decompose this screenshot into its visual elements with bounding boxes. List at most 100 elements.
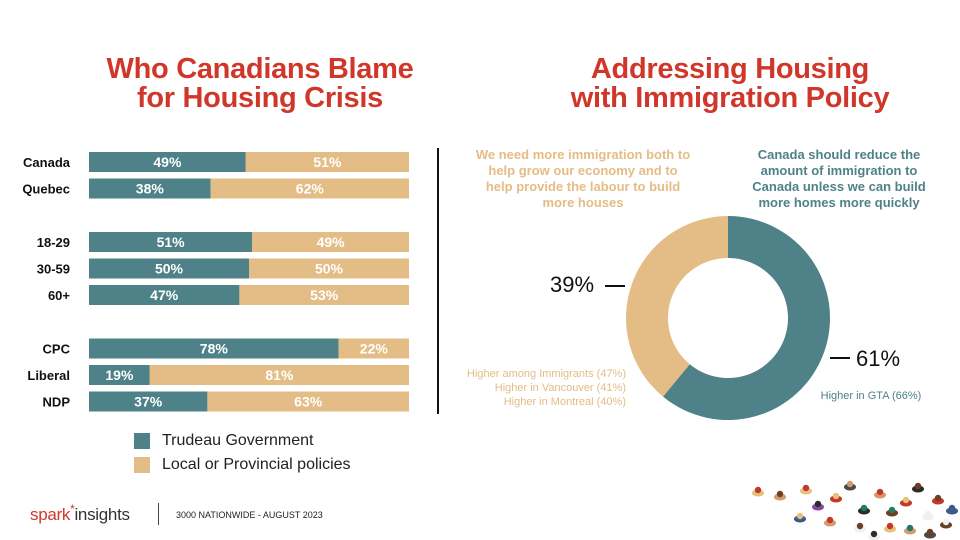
bar-value-canada-local: 51% bbox=[313, 154, 342, 170]
bar-30-59-trudeau bbox=[89, 258, 249, 279]
bar-liberal-local bbox=[149, 365, 410, 385]
note-vancouver: Higher in Vancouver (41%) bbox=[494, 382, 626, 394]
person-head-icon bbox=[860, 504, 868, 512]
spark-insights-logo: spark*insights bbox=[30, 502, 130, 525]
statement-right-line-3: Canada unless we can build bbox=[752, 179, 926, 194]
bar-label-18-29: 18-29 bbox=[37, 235, 70, 250]
immigration-donut-chart bbox=[626, 216, 830, 420]
person-head-icon bbox=[856, 522, 864, 530]
bar-value-30-59-local: 50% bbox=[315, 261, 344, 277]
notes-reduce-immigration: Higher in GTA (66%) bbox=[796, 389, 946, 403]
bar-value-60-local: 53% bbox=[310, 287, 339, 303]
person-head-icon bbox=[826, 516, 834, 524]
notes-more-immigration: Higher among Immigrants (47%) Higher in … bbox=[430, 367, 626, 409]
right-title-line-1: Addressing Housing bbox=[590, 53, 870, 85]
statement-left-line-3: help provide the labour to build bbox=[485, 179, 681, 194]
person-head-icon bbox=[934, 494, 942, 502]
person-head-icon bbox=[796, 512, 804, 520]
left-chart-title: Who Canadians Blame for Housing Crisis bbox=[40, 55, 480, 113]
legend-item-local: Local or Provincial policies bbox=[134, 455, 351, 475]
legend-label-local: Local or Provincial policies bbox=[162, 456, 351, 473]
statement-right-line-4: more homes more quickly bbox=[758, 195, 920, 210]
donut-leader-left bbox=[605, 285, 625, 287]
bar-cpc-trudeau bbox=[89, 338, 339, 359]
bar-60-trudeau bbox=[89, 285, 240, 305]
person-head-icon bbox=[802, 484, 810, 492]
bar-value-ndp-local: 63% bbox=[294, 394, 323, 410]
logo-star-icon: * bbox=[70, 502, 75, 516]
bar-value-liberal-trudeau: 19% bbox=[105, 367, 134, 383]
bar-label-ndp: NDP bbox=[43, 395, 71, 410]
person-head-icon bbox=[948, 504, 956, 512]
stacked-bar-chart: Canada 49% 51% Quebec 38% 62% 18-29 51% 49% 30-59… bbox=[22, 152, 410, 412]
bar-value-60-trudeau: 47% bbox=[150, 287, 179, 303]
statement-left-line-1: We need more immigration both to bbox=[475, 147, 691, 162]
statement-reduce-immigration: Canada should reduce the amount of immig… bbox=[736, 147, 942, 211]
donut-slice-61 bbox=[662, 216, 830, 420]
bar-quebec-local bbox=[210, 178, 409, 199]
legend-label-trudeau: Trudeau Government bbox=[162, 432, 314, 449]
person-head-icon bbox=[876, 488, 884, 496]
person-head-icon bbox=[906, 524, 914, 532]
legend-swatch-teal bbox=[134, 433, 150, 449]
bar-value-cpc-local: 22% bbox=[360, 341, 389, 357]
bar-value-ndp-trudeau: 37% bbox=[134, 394, 163, 410]
person-head-icon bbox=[814, 500, 822, 508]
donut-leader-right bbox=[830, 357, 850, 359]
person-head-icon bbox=[902, 496, 910, 504]
person-head-icon bbox=[914, 482, 922, 490]
footer-separator bbox=[158, 503, 159, 525]
bar-60-local bbox=[239, 285, 409, 305]
person-head-icon bbox=[832, 492, 840, 500]
bar-label-30-59: 30-59 bbox=[37, 262, 70, 277]
donut-label-39: 39% bbox=[550, 272, 595, 297]
legend-swatch-sand bbox=[134, 457, 150, 473]
person-head-icon bbox=[754, 486, 762, 494]
crowd-illustration bbox=[752, 480, 958, 540]
panel-divider bbox=[437, 148, 439, 414]
person-head-icon bbox=[886, 522, 894, 530]
right-title-line-2: with Immigration Policy bbox=[570, 82, 890, 114]
statement-right-line-1: Canada should reduce the bbox=[757, 147, 921, 162]
statement-left-line-2: help grow our economy and to bbox=[488, 163, 678, 178]
bar-label-quebec: Quebec bbox=[22, 182, 70, 197]
statement-left-line-4: more houses bbox=[542, 195, 624, 210]
right-chart-title: Addressing Housing with Immigration Poli… bbox=[510, 55, 950, 113]
bar-ndp-trudeau bbox=[89, 391, 208, 412]
person-head-icon bbox=[888, 506, 896, 514]
bar-label-liberal: Liberal bbox=[27, 368, 70, 383]
bar-label-cpc: CPC bbox=[43, 342, 71, 357]
bar-canada-trudeau bbox=[89, 152, 246, 172]
bar-label-60: 60+ bbox=[48, 288, 70, 303]
bar-cpc-local bbox=[338, 338, 409, 359]
person-head-icon bbox=[924, 510, 932, 518]
bar-18-29-local bbox=[252, 232, 409, 252]
bar-value-quebec-trudeau: 38% bbox=[136, 181, 165, 197]
bar-30-59-local bbox=[249, 258, 409, 279]
bar-value-quebec-local: 62% bbox=[296, 181, 325, 197]
bar-value-canada-trudeau: 49% bbox=[153, 154, 182, 170]
person-head-icon bbox=[926, 528, 934, 536]
bar-liberal-trudeau bbox=[89, 365, 150, 385]
donut-label-61: 61% bbox=[856, 346, 901, 371]
sample-note: 3000 NATIONWIDE - AUGUST 2023 bbox=[176, 510, 323, 520]
bar-label-canada: Canada bbox=[23, 155, 71, 170]
person-head-icon bbox=[942, 518, 950, 526]
logo-spark: spark bbox=[30, 505, 71, 524]
bar-value-18-29-trudeau: 51% bbox=[157, 234, 186, 250]
statement-right-line-2: amount of immigration to bbox=[760, 163, 918, 178]
left-title-line-2: for Housing Crisis bbox=[137, 82, 383, 114]
bar-canada-local bbox=[245, 152, 409, 172]
bar-ndp-local bbox=[207, 391, 409, 412]
person-head-icon bbox=[776, 490, 784, 498]
statement-more-immigration: We need more immigration both to help gr… bbox=[460, 147, 706, 211]
bar-value-30-59-trudeau: 50% bbox=[155, 261, 184, 277]
bar-value-18-29-local: 49% bbox=[317, 234, 346, 250]
person-head-icon bbox=[846, 480, 854, 488]
note-immigrants: Higher among Immigrants (47%) bbox=[467, 368, 626, 380]
left-title-line-1: Who Canadians Blame bbox=[106, 53, 414, 85]
person-head-icon bbox=[870, 530, 878, 538]
legend-item-trudeau: Trudeau Government bbox=[134, 431, 313, 451]
bar-18-29-trudeau bbox=[89, 232, 253, 252]
note-montreal: Higher in Montreal (40%) bbox=[503, 396, 626, 408]
